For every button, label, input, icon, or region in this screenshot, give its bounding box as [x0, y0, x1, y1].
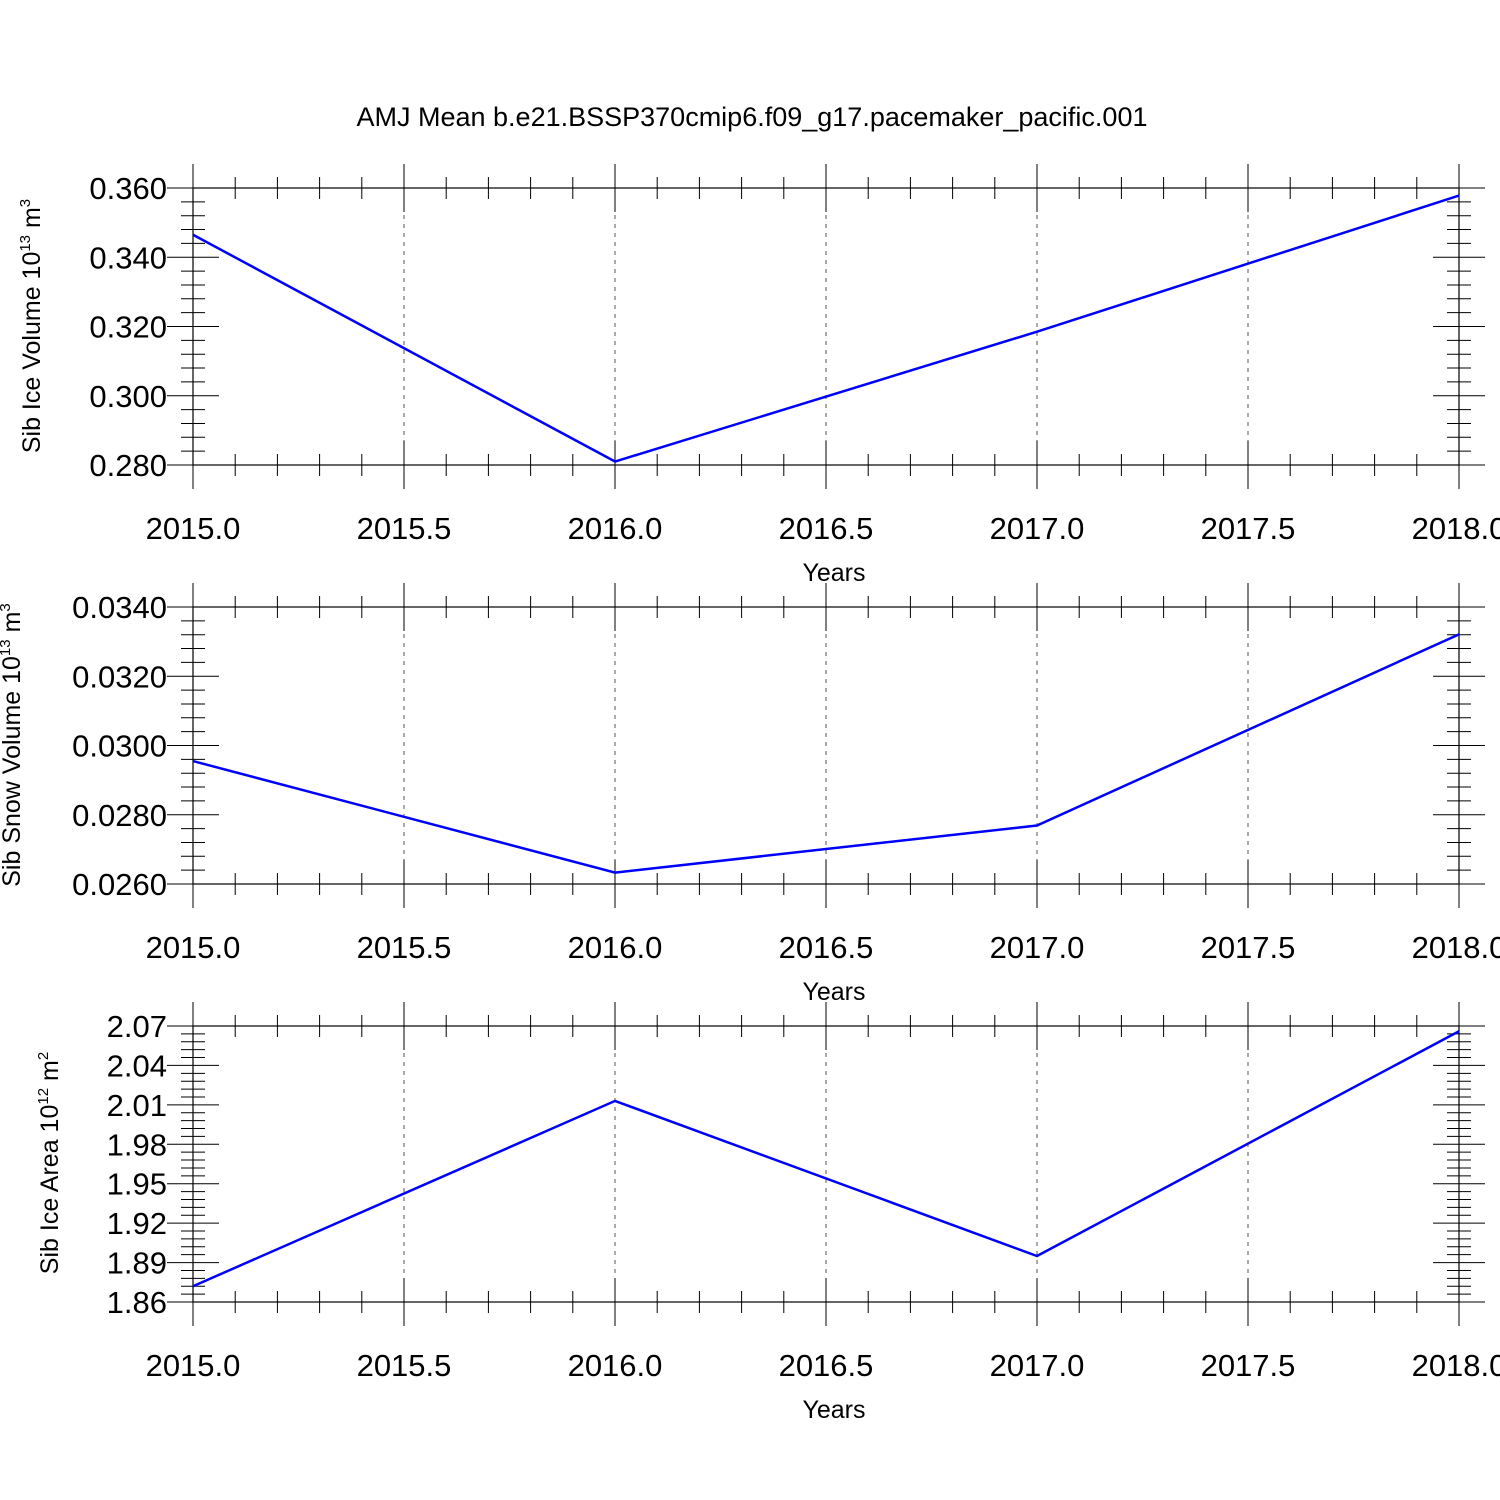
x-tick-label: 2017.0 [990, 1348, 1085, 1383]
y-tick-label: 2.04 [107, 1048, 167, 1083]
x-axis-label: Years [802, 978, 865, 1006]
y-tick-label: 1.89 [107, 1246, 167, 1281]
panel-ice-area: 2015.0 2015.5 2016.0 2016.5 2017.0 2017.5 2018… [35, 1002, 1500, 1424]
y-tick-label: 1.98 [107, 1127, 167, 1162]
x-tick-label: 2016.0 [568, 511, 663, 546]
x-tick-label: 2017.5 [1201, 511, 1296, 546]
x-tick-label: 2016.5 [779, 1348, 874, 1383]
x-tick-label: 2016.0 [568, 1348, 663, 1383]
chart-title: AMJ Mean b.e21.BSSP370cmip6.f09_g17.pace… [357, 102, 1148, 132]
y-tick-label: 1.92 [107, 1206, 167, 1241]
y-tick-label: 0.340 [89, 240, 167, 275]
y-tick-label: 0.0280 [72, 798, 167, 833]
x-tick-label: 2016.5 [779, 511, 874, 546]
y-tick-label: 0.360 [89, 171, 167, 206]
series-line [192, 633, 1460, 874]
y-tick-label: 1.95 [107, 1167, 167, 1202]
y-tick-label: 0.280 [89, 448, 167, 483]
x-tick-label: 2016.5 [779, 930, 874, 965]
y-axis-label: Sib Snow Volume 1013 m3 [0, 603, 26, 887]
x-tick-label: 2015.5 [357, 930, 452, 965]
x-tick-label: 2015.5 [357, 511, 452, 546]
x-tick-label: 2015.0 [146, 930, 241, 965]
x-tick-label: 2015.5 [357, 1348, 452, 1383]
y-tick-label: 0.0300 [72, 729, 167, 764]
x-tick-label: 2015.0 [146, 1348, 241, 1383]
x-tick-label: 2017.5 [1201, 930, 1296, 965]
y-axis-label: Sib Ice Area 1012 m2 [35, 1052, 64, 1274]
x-tick-label: 2018.0 [1412, 930, 1500, 965]
y-tick-label: 0.300 [89, 379, 167, 414]
panel-ice-volume: 2015.0 2015.5 2016.0 2016.5 2017.0 2017.5 2018… [17, 164, 1500, 587]
x-axis-label: Years [802, 559, 865, 587]
y-tick-label: 0.0340 [72, 590, 167, 625]
panel-snow-volume: 2015.0 2015.5 2016.0 2016.5 2017.0 2017.5 2018… [0, 583, 1500, 1006]
series-line [192, 194, 1460, 463]
y-axis-label: Sib Ice Volume 1013 m3 [17, 199, 46, 453]
x-tick-label: 2017.0 [990, 511, 1085, 546]
x-tick-label: 2016.0 [568, 930, 663, 965]
x-axis-label: Years [802, 1396, 865, 1424]
series-line [192, 1030, 1460, 1288]
x-tick-label: 2015.0 [146, 511, 241, 546]
x-tick-label: 2017.0 [990, 930, 1085, 965]
y-tick-label: 0.0320 [72, 659, 167, 694]
y-tick-label: 0.320 [89, 310, 167, 345]
x-tick-label: 2017.5 [1201, 1348, 1296, 1383]
y-tick-label: 2.07 [107, 1009, 167, 1044]
x-tick-label: 2018.0 [1412, 1348, 1500, 1383]
y-tick-label: 0.0260 [72, 867, 167, 902]
y-tick-label: 2.01 [107, 1088, 167, 1123]
y-tick-label: 1.86 [107, 1285, 167, 1320]
x-tick-label: 2018.0 [1412, 511, 1500, 546]
